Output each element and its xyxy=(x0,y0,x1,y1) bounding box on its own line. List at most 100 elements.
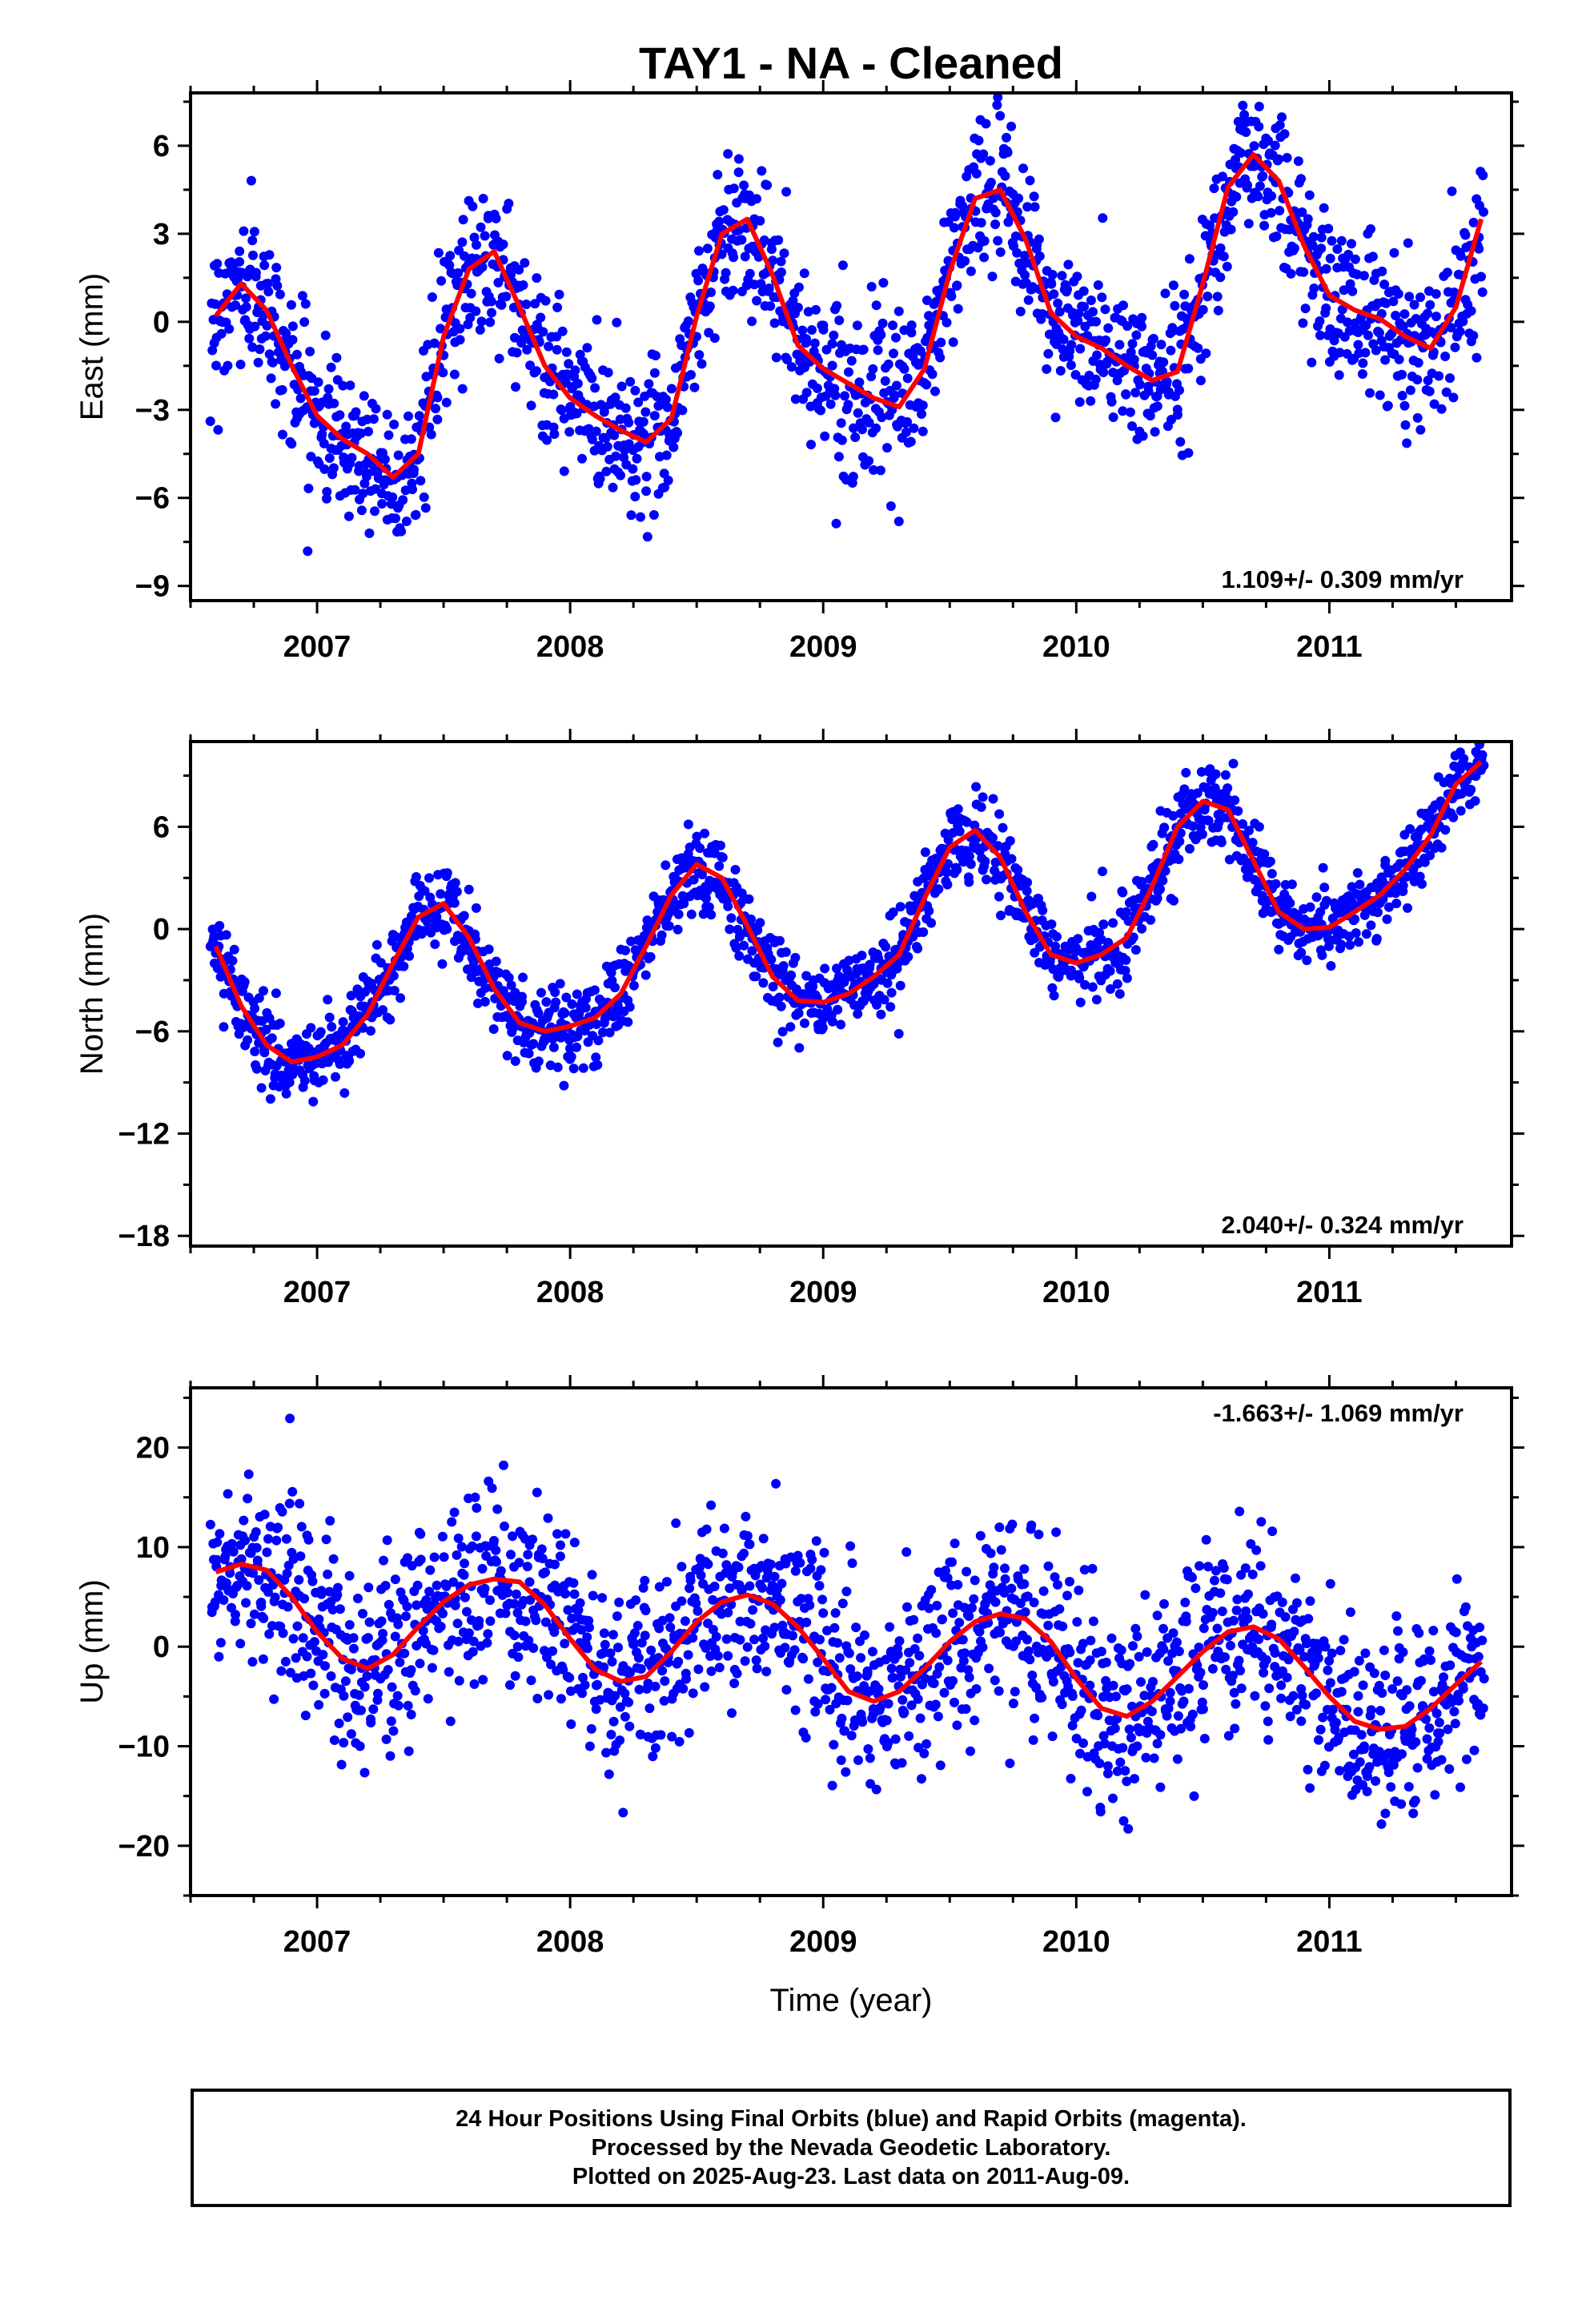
data-point xyxy=(704,902,714,912)
data-point xyxy=(1259,1667,1269,1678)
data-point xyxy=(953,804,963,814)
data-point xyxy=(626,936,636,947)
data-point xyxy=(624,1002,635,1012)
data-point xyxy=(1130,945,1141,955)
data-point xyxy=(1234,1655,1244,1666)
data-point xyxy=(254,1575,264,1585)
data-point xyxy=(924,906,934,916)
data-point xyxy=(1019,1564,1030,1574)
data-point xyxy=(798,1654,809,1664)
data-point xyxy=(442,868,452,879)
data-point xyxy=(930,386,940,396)
data-point xyxy=(841,1767,851,1777)
data-point xyxy=(261,1024,271,1035)
data-point xyxy=(1212,1623,1223,1634)
data-point xyxy=(333,1582,343,1593)
data-point xyxy=(623,1017,633,1027)
data-point xyxy=(1074,973,1085,983)
data-point xyxy=(1228,758,1239,769)
data-point xyxy=(1146,915,1156,925)
data-point xyxy=(1383,400,1393,411)
data-point xyxy=(320,330,331,340)
data-point xyxy=(355,1741,365,1751)
data-point xyxy=(641,486,652,497)
data-point xyxy=(510,1056,520,1066)
data-point xyxy=(546,1659,556,1670)
data-point xyxy=(584,424,594,434)
data-point xyxy=(943,858,954,869)
data-point xyxy=(1098,368,1109,377)
data-point xyxy=(1323,223,1334,234)
data-point xyxy=(939,1687,950,1698)
data-point xyxy=(348,1643,359,1654)
data-point xyxy=(1086,296,1096,305)
data-point xyxy=(729,1679,740,1688)
data-point xyxy=(929,1679,939,1688)
data-point xyxy=(932,1600,942,1610)
data-point xyxy=(827,1016,837,1027)
data-point xyxy=(1429,399,1439,409)
data-point xyxy=(484,944,494,955)
data-point xyxy=(719,1523,729,1534)
data-point xyxy=(275,1019,285,1028)
data-point xyxy=(250,1047,260,1056)
data-point xyxy=(1108,918,1118,928)
data-point xyxy=(1168,280,1178,291)
data-point xyxy=(890,1734,901,1744)
data-point xyxy=(549,1627,560,1637)
data-point xyxy=(942,1573,953,1583)
data-point xyxy=(1228,1615,1239,1626)
data-point xyxy=(436,324,446,334)
data-point xyxy=(886,1663,897,1674)
data-point xyxy=(522,1562,532,1572)
data-point xyxy=(416,476,426,486)
data-point xyxy=(632,1621,643,1630)
data-point xyxy=(865,1779,876,1789)
data-point xyxy=(876,1009,886,1019)
data-point xyxy=(994,1686,1004,1696)
data-point xyxy=(1319,883,1330,893)
data-point xyxy=(1424,386,1435,396)
data-point xyxy=(614,1597,624,1607)
data-point xyxy=(600,1639,610,1650)
data-point xyxy=(677,891,688,901)
data-point xyxy=(285,1667,295,1678)
data-point xyxy=(264,349,275,360)
data-point xyxy=(769,1571,780,1582)
data-point xyxy=(1098,213,1108,223)
data-point xyxy=(1175,436,1186,447)
data-point xyxy=(1274,944,1284,955)
data-point xyxy=(1180,1598,1191,1607)
data-point xyxy=(286,300,296,310)
data-point xyxy=(254,993,264,1003)
data-point xyxy=(248,250,258,260)
data-point xyxy=(624,1697,634,1707)
data-point xyxy=(909,423,919,433)
data-point xyxy=(538,327,548,337)
x-tick-label: 2009 xyxy=(789,630,857,664)
data-point xyxy=(678,1683,689,1694)
data-point xyxy=(906,320,917,331)
data-point xyxy=(625,1667,636,1678)
data-point xyxy=(355,1048,365,1059)
data-point xyxy=(731,943,741,953)
east-fit-line xyxy=(214,152,1484,480)
data-point xyxy=(537,1554,548,1564)
data-point xyxy=(958,201,968,211)
data-point xyxy=(755,918,765,928)
data-point xyxy=(1137,312,1147,323)
data-point xyxy=(1258,1609,1268,1619)
data-point xyxy=(885,1002,896,1012)
data-point xyxy=(993,235,1003,246)
data-point xyxy=(906,328,917,338)
data-point xyxy=(271,263,282,273)
data-point xyxy=(740,1656,750,1667)
data-point xyxy=(818,1608,829,1618)
data-point xyxy=(633,397,644,408)
data-point xyxy=(1223,783,1233,794)
data-point xyxy=(1293,156,1303,167)
data-point xyxy=(1203,292,1213,302)
data-point xyxy=(1168,1628,1178,1638)
data-point xyxy=(942,879,953,890)
